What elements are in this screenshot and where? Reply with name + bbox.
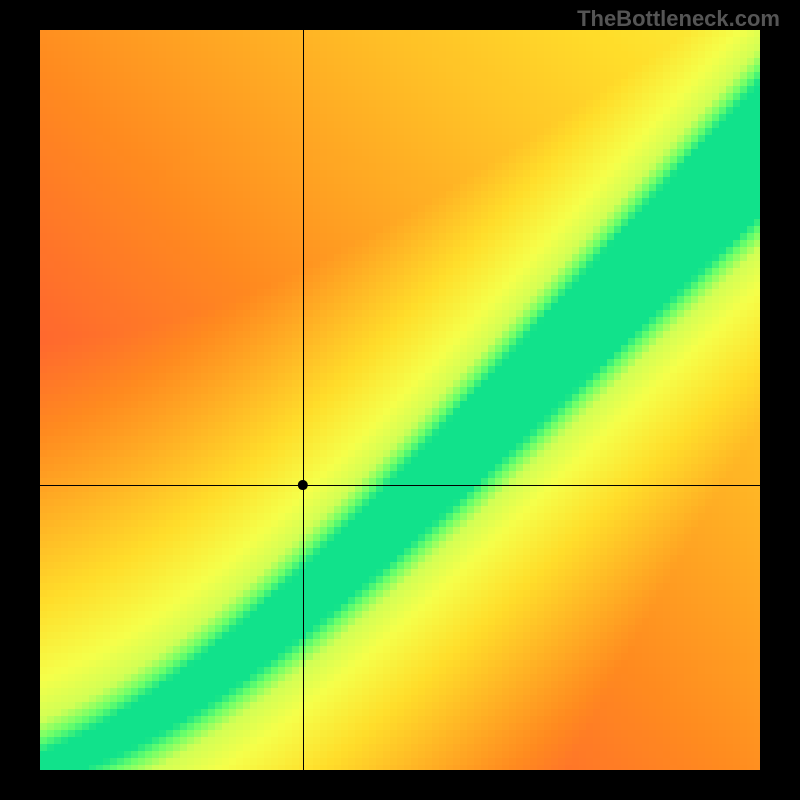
heatmap-canvas xyxy=(0,0,800,800)
figure-container: TheBottleneck.com xyxy=(0,0,800,800)
watermark-text: TheBottleneck.com xyxy=(577,6,780,32)
